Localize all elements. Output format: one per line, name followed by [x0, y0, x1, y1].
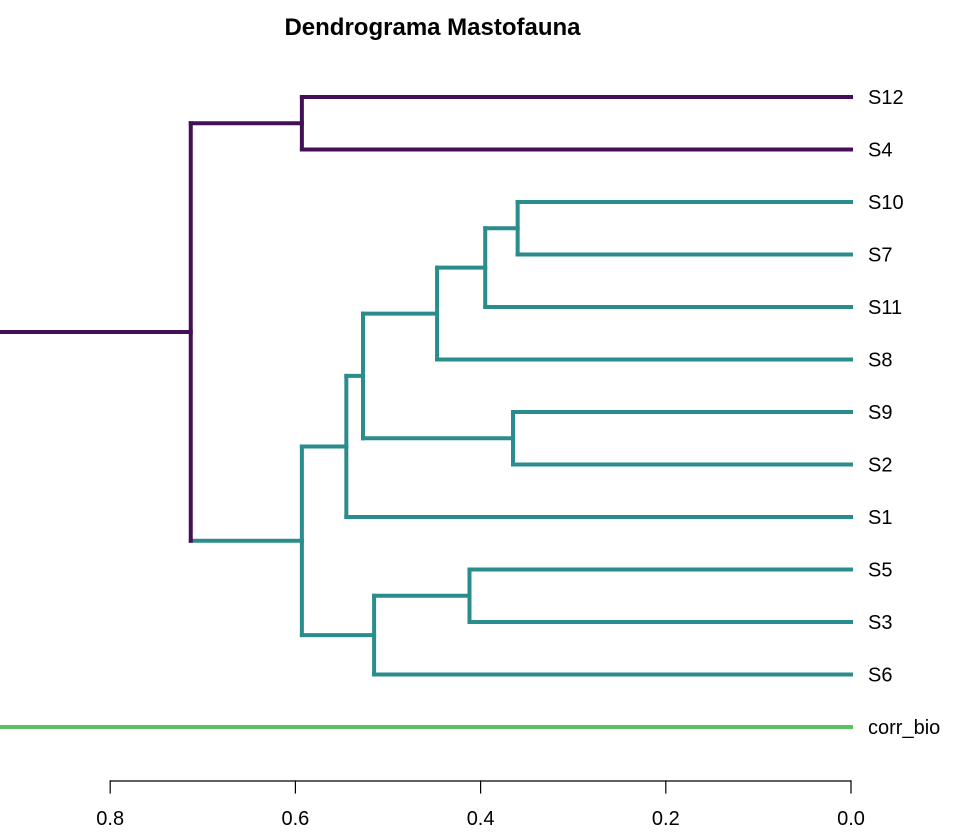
- x-tick-label: 0.8: [96, 808, 124, 830]
- leaf-label-S6: S6: [868, 665, 892, 687]
- leaf-label-S12: S12: [868, 87, 904, 109]
- leaf-label-S10: S10: [868, 192, 904, 214]
- leaf-label-S3: S3: [868, 612, 892, 634]
- chart-title: Dendrograma Mastofauna: [284, 14, 581, 41]
- leaf-label-S2: S2: [868, 455, 892, 477]
- x-tick-label: 0.6: [281, 808, 309, 830]
- leaf-label-S8: S8: [868, 350, 892, 372]
- leaf-label-S4: S4: [868, 140, 892, 162]
- x-tick-label: 0.0: [837, 808, 865, 830]
- leaf-label-S7: S7: [868, 245, 892, 267]
- leaf-labels: S12 S4 S10 S7 S11 S8 S9 S2 S1 S5 S3 S6 corr_bio: [868, 87, 940, 739]
- leaf-label-S5: S5: [868, 560, 892, 582]
- x-axis: 0.8 0.6 0.4 0.2 0.0: [96, 780, 865, 830]
- leaf-label-S1: S1: [868, 507, 892, 529]
- leaf-label-S9: S9: [868, 402, 892, 424]
- leaf-label-S11: S11: [868, 297, 902, 319]
- leaf-label-corr_bio: corr_bio: [868, 717, 940, 739]
- dendrogram-branches: [0, 95, 853, 729]
- x-tick-label: 0.2: [652, 808, 680, 830]
- x-tick-label: 0.4: [467, 808, 495, 830]
